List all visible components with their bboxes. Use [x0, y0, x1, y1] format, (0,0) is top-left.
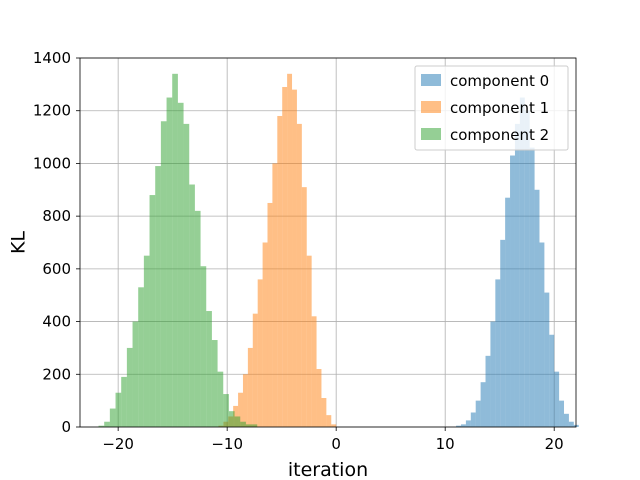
- histogram-bar-component-1: [306, 255, 312, 427]
- histogram-bar-component-1: [257, 279, 263, 427]
- y-tick-label: 400: [42, 313, 71, 331]
- x-axis-label: iteration: [288, 459, 368, 480]
- histogram-bar-component-0: [456, 425, 461, 427]
- histogram-bar-component-1: [262, 242, 268, 427]
- legend-swatch: [421, 128, 441, 140]
- legend-label: component 2: [450, 126, 549, 144]
- histogram-bar-component-2: [166, 97, 173, 428]
- histogram-bar-component-0: [475, 400, 481, 427]
- x-tick-label: −20: [102, 435, 134, 453]
- histogram-bar-component-0: [460, 424, 466, 427]
- histogram-bar-component-1: [277, 115, 283, 427]
- histogram-bar-component-0: [559, 400, 565, 427]
- histogram-bar-component-0: [554, 371, 560, 427]
- histogram-bar-component-2: [183, 123, 190, 428]
- y-tick-label: 600: [42, 260, 71, 278]
- axes-frame: [79, 57, 577, 428]
- histogram-bar-component-1: [326, 415, 332, 427]
- y-tick-label: 1000: [33, 154, 71, 172]
- histogram-bar-component-1: [301, 187, 307, 427]
- histogram-bar-component-2: [109, 408, 116, 427]
- histogram-bar-component-2: [155, 166, 161, 428]
- histogram-bar-component-1: [287, 73, 293, 428]
- histogram-bar-component-0: [510, 155, 515, 427]
- histogram-bar-component-2: [149, 195, 156, 427]
- histogram-bar-component-0: [539, 242, 545, 427]
- histogram-bar-component-2: [234, 416, 241, 427]
- histogram-bar-component-2: [245, 424, 252, 427]
- y-axis-label: KL: [8, 231, 30, 254]
- histogram-bar-component-1: [311, 316, 317, 427]
- histogram-bar-component-2: [98, 425, 105, 427]
- legend-swatch: [421, 74, 441, 86]
- legend-swatch: [421, 101, 441, 113]
- histogram-bar-component-2: [138, 287, 144, 427]
- histogram-bar-component-1: [247, 347, 253, 427]
- histogram-bar-component-0: [544, 292, 550, 427]
- histogram-bar-component-1: [331, 424, 337, 427]
- y-tick-label: 0: [61, 418, 71, 436]
- y-tick-label: 200: [42, 365, 71, 383]
- histogram-bar-component-0: [529, 147, 535, 427]
- histogram-bar-component-1: [272, 163, 278, 427]
- histogram-bar-component-2: [194, 210, 201, 427]
- legend-box: [414, 65, 569, 151]
- histogram-bar-component-2: [121, 376, 127, 427]
- histogram-bar-component-1: [292, 89, 297, 427]
- histogram-bar-component-0: [490, 321, 496, 427]
- histogram-bar-component-2: [172, 73, 178, 428]
- x-tick-label: −10: [211, 435, 243, 453]
- histogram-bar-component-2: [115, 392, 122, 427]
- histogram-bar-component-2: [126, 347, 133, 427]
- histogram-bar-component-2: [189, 184, 195, 427]
- y-tick-label: 1200: [33, 102, 71, 120]
- histogram-bar-component-0: [568, 421, 574, 427]
- y-tick-label: 1400: [33, 49, 71, 67]
- histogram-bar-component-1: [321, 398, 327, 427]
- legend: component 0 component 1 component 2: [414, 65, 569, 151]
- histogram-bar-component-0: [505, 197, 511, 427]
- histogram-bar-component-1: [296, 123, 302, 428]
- histogram-bar-component-0: [549, 334, 555, 427]
- legend-label: component 0: [450, 72, 549, 90]
- histogram-bar-component-2: [132, 321, 139, 427]
- histogram-bar-component-1: [316, 369, 322, 427]
- histogram-bar-component-1: [267, 202, 273, 427]
- histogram-bar-component-0: [534, 189, 540, 427]
- histogram-bar-component-1: [242, 374, 248, 427]
- histogram-bar-component-2: [200, 266, 207, 427]
- x-tick-label: 10: [436, 435, 455, 453]
- x-tick-label: 0: [331, 435, 341, 453]
- histogram-bar-component-2: [143, 255, 150, 427]
- histogram-bar-component-2: [160, 121, 167, 427]
- histogram-bar-component-2: [211, 340, 218, 427]
- histogram-bar-component-2: [104, 421, 110, 427]
- histogram-bar-component-1: [282, 86, 288, 427]
- histogram-bar-component-2: [223, 394, 229, 427]
- histogram-bar-component-0: [465, 420, 471, 427]
- histogram-bar-component-0: [514, 123, 520, 428]
- histogram-bar-component-0: [495, 279, 501, 427]
- histogram-bar-component-1: [252, 313, 258, 427]
- histogram-bar-component-0: [524, 110, 530, 427]
- histogram-bar-component-2: [251, 424, 258, 427]
- histogram-bar-component-2: [217, 371, 224, 427]
- histogram-bar-component-0: [470, 412, 476, 427]
- histogram-bar-component-0: [480, 382, 486, 427]
- histogram-bars: [98, 73, 579, 428]
- x-tick-label: 20: [545, 435, 564, 453]
- histogram-bar-component-2: [206, 311, 212, 427]
- histogram-bar-component-0: [500, 239, 506, 427]
- histogram-bar-component-0: [564, 413, 569, 427]
- histogram-bar-component-2: [228, 411, 235, 427]
- legend-label: component 1: [450, 99, 549, 117]
- y-tick-label: 800: [42, 207, 71, 225]
- histogram-bar-component-0: [485, 355, 491, 427]
- histogram-bar-component-1: [238, 392, 243, 427]
- histogram-bar-component-2: [240, 421, 246, 427]
- histogram-bar-component-0: [519, 97, 525, 428]
- histogram-bar-component-2: [177, 102, 184, 428]
